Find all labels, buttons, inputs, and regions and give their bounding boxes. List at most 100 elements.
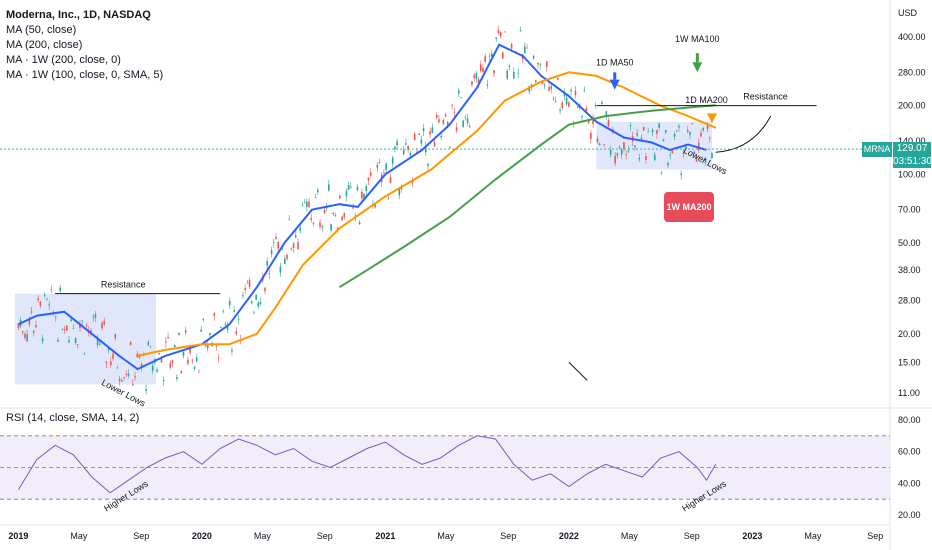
price-candle xyxy=(257,302,260,307)
price-candle xyxy=(645,156,647,160)
price-candle xyxy=(449,146,451,148)
price-candle xyxy=(394,146,396,150)
legend-ma200[interactable]: MA (200, close) xyxy=(6,39,83,51)
price-candle xyxy=(284,258,286,264)
price-candle xyxy=(471,81,473,85)
price-candle xyxy=(413,134,416,140)
price-candle xyxy=(30,311,33,313)
price-candle xyxy=(506,70,509,79)
price-candle xyxy=(54,316,57,318)
price-candle xyxy=(517,72,520,74)
ma200-arrow xyxy=(707,113,717,124)
ma200-1d-label: 1D MA200 xyxy=(685,95,728,105)
rsi-title[interactable]: RSI (14, close, SMA, 14, 2) xyxy=(6,412,140,424)
price-candle xyxy=(301,204,304,206)
price-candle xyxy=(46,299,48,300)
price-candle xyxy=(83,353,86,355)
price-candle xyxy=(59,287,61,291)
time-tick-label: Sep xyxy=(133,531,149,541)
time-tick-label: 2020 xyxy=(192,531,212,541)
price-candle xyxy=(217,357,220,359)
price-candle xyxy=(693,151,696,154)
price-candle xyxy=(182,351,185,356)
price-candle xyxy=(226,325,229,330)
price-candle xyxy=(444,114,447,117)
price-candle xyxy=(664,130,667,133)
price-candle xyxy=(418,133,420,135)
price-candle xyxy=(268,273,271,275)
price-candle xyxy=(178,332,180,335)
price-candle xyxy=(636,133,638,136)
price-candle xyxy=(96,337,99,345)
price-candle xyxy=(94,314,97,318)
price-candle xyxy=(581,116,583,118)
price-candle xyxy=(32,330,35,333)
legend-wma100[interactable]: MA · 1W (100, close, 0, SMA, 5) xyxy=(6,69,164,81)
price-candle xyxy=(303,202,306,204)
price-candle xyxy=(112,353,114,359)
price-candle xyxy=(288,218,291,220)
price-candle xyxy=(466,118,469,124)
price-candle xyxy=(253,311,255,313)
price-candle xyxy=(563,93,566,97)
price-candle xyxy=(228,300,231,306)
price-candle xyxy=(623,142,625,149)
price-candle xyxy=(653,154,656,160)
price-candle xyxy=(81,320,84,322)
price-candle xyxy=(576,106,579,108)
price-candle xyxy=(43,294,46,296)
price-candle xyxy=(429,131,431,135)
price-candle xyxy=(660,171,663,173)
price-candle xyxy=(50,289,53,291)
price-candle xyxy=(125,373,128,375)
price-candle xyxy=(213,312,216,316)
price-candle xyxy=(242,295,244,297)
price-candle xyxy=(431,127,434,133)
time-tick-label: May xyxy=(804,531,822,541)
price-candle xyxy=(647,131,649,133)
price-candle xyxy=(596,138,599,143)
price-tick-label: 15.00 xyxy=(898,357,921,367)
price-candle xyxy=(594,104,597,106)
price-candle xyxy=(341,216,343,221)
price-candle xyxy=(195,357,198,362)
price-candle xyxy=(409,152,412,156)
price-candle xyxy=(638,157,641,160)
price-candle xyxy=(235,331,238,335)
price-candle xyxy=(374,204,376,208)
price-candle xyxy=(147,342,150,346)
price-candle xyxy=(656,129,658,134)
price-candle xyxy=(61,329,64,331)
price-candle xyxy=(237,319,240,320)
price-candle xyxy=(101,322,103,329)
price-candle xyxy=(35,324,37,328)
price-candle xyxy=(495,37,497,40)
price-candle xyxy=(70,319,72,322)
price-candle xyxy=(682,153,685,155)
price-candle xyxy=(169,363,172,368)
price-candle xyxy=(68,340,70,343)
price-candle xyxy=(405,143,407,145)
legend-wma200[interactable]: MA · 1W (200, close, 0) xyxy=(6,54,121,66)
price-candle xyxy=(328,184,330,191)
price-candle xyxy=(535,80,537,83)
consolidation-box-2019 xyxy=(14,293,156,385)
price-candle xyxy=(570,90,572,92)
price-candle xyxy=(574,90,577,96)
price-candle xyxy=(391,157,394,164)
price-candle xyxy=(77,344,79,346)
price-candle xyxy=(592,117,594,125)
time-tick-label: 2019 xyxy=(8,531,28,541)
price-candle xyxy=(490,53,493,57)
price-candle xyxy=(165,341,167,343)
price-candle xyxy=(504,31,506,33)
ticker-badge: MRNA xyxy=(862,142,892,157)
price-candle xyxy=(215,345,218,347)
price-candle xyxy=(200,329,202,332)
price-tick-label: 28.00 xyxy=(898,295,921,305)
legend-ma50[interactable]: MA (50, close) xyxy=(6,24,77,36)
price-candle xyxy=(541,81,544,84)
time-tick-label: May xyxy=(621,531,639,541)
price-candle xyxy=(167,337,169,339)
price-candle xyxy=(686,130,689,132)
